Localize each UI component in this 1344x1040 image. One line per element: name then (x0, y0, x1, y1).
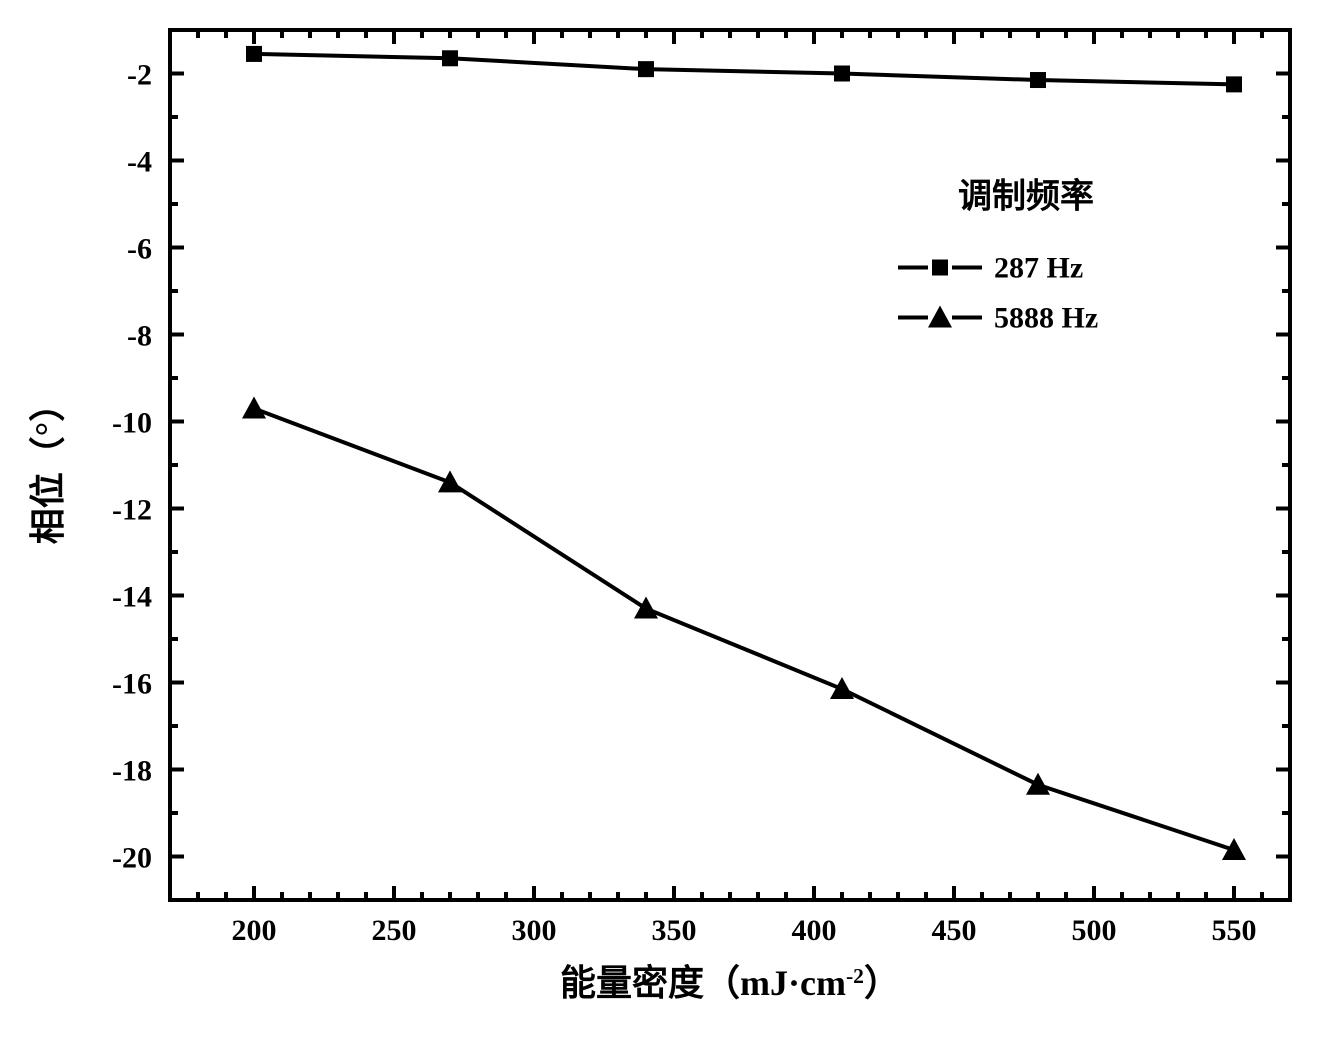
y-tick-label: -4 (127, 146, 152, 179)
y-axis-tick-labels: -2 -4 -6 -8 -10 -12 -14 -16 -18 -20 (112, 59, 152, 875)
series-marker-s1 (246, 46, 262, 62)
series-marker-s2 (438, 470, 462, 492)
x-tick-label: 200 (232, 914, 277, 947)
x-tick-label: 550 (1212, 914, 1257, 947)
y-axis-label: 相位（°） (28, 386, 68, 544)
y-tick-label: -12 (112, 494, 152, 527)
series-marker-s2 (634, 597, 658, 619)
legend-title: 调制频率 (958, 178, 1094, 216)
series-marker-s2 (830, 677, 854, 699)
series-marker-s1 (638, 61, 654, 77)
chart-container: 200250300350400450500550 -2-4-6-8-10-12-… (0, 0, 1344, 1040)
plot-frame (170, 30, 1290, 900)
x-tick-label: 250 (372, 914, 417, 947)
y-tick-label: -20 (112, 842, 152, 875)
y-axis-ticks (170, 30, 1290, 900)
line-chart: 200250300350400450500550 -2-4-6-8-10-12-… (0, 0, 1344, 1040)
x-tick-label: 350 (652, 914, 697, 947)
legend-label-s2: 5888 Hz (994, 302, 1098, 335)
series-marker-s1 (1226, 76, 1242, 92)
series-line-s1 (254, 54, 1234, 84)
x-axis-ticks (170, 30, 1290, 900)
x-tick-label: 500 (1072, 914, 1117, 947)
y-tick-label: -6 (127, 233, 152, 266)
series-marker-s1 (834, 66, 850, 82)
chart-legend: 调制频率 287 Hz 5888 Hz (898, 178, 1098, 335)
axis-labels: 能量密度（mJ·cm-2） 相位（°） (28, 386, 900, 1003)
x-axis-label: 能量密度（mJ·cm-2） (560, 962, 900, 1003)
y-tick-label: -14 (112, 581, 152, 614)
series-line-s2 (254, 408, 1234, 850)
y-tick-label: -10 (112, 407, 152, 440)
series-marker-s1 (1030, 72, 1046, 88)
y-tick-label: -16 (112, 668, 152, 701)
y-tick-label: -2 (127, 59, 152, 92)
series-marker-s2 (242, 396, 266, 418)
series-marker-s2 (1026, 773, 1050, 795)
series-marker-s1 (442, 50, 458, 66)
y-tick-label: -18 (112, 755, 152, 788)
legend-marker-s2 (928, 306, 952, 328)
x-tick-label: 450 (932, 914, 977, 947)
legend-label-s1: 287 Hz (994, 252, 1083, 285)
legend-marker-s1 (932, 260, 948, 276)
chart-series (242, 46, 1246, 860)
y-tick-label: -8 (127, 320, 152, 353)
x-axis-tick-labels: 200 250 300 350 400 450 500 550 (232, 914, 1257, 947)
x-tick-label: 300 (512, 914, 557, 947)
x-tick-label: 400 (792, 914, 837, 947)
